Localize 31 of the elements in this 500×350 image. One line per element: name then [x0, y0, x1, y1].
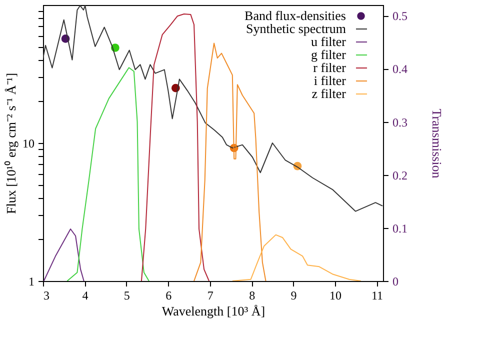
x-tick-label: 6	[166, 288, 172, 302]
y2-axis-title: Transmission	[430, 108, 444, 179]
legend-label: i filter	[314, 73, 347, 88]
y-tick-label: 1	[28, 274, 34, 288]
x-tick-label: 8	[249, 288, 256, 302]
x-axis-title: Wavelength [10³ Å]	[162, 304, 266, 318]
y2-tick-label: 0.3	[392, 115, 408, 130]
legend-label: Band flux-densities	[244, 8, 346, 23]
y2-tick-label: 0.4	[392, 62, 408, 76]
x-tick-label: 5	[124, 288, 130, 302]
line-series	[66, 67, 150, 281]
line-series	[232, 234, 362, 281]
line-series	[194, 42, 266, 281]
line-series	[43, 5, 383, 212]
x-tick-label: 7	[207, 288, 214, 302]
line-series	[140, 14, 210, 281]
y2-tick-label: 0.2	[392, 168, 408, 182]
y2-tick-label: 0.1	[392, 221, 408, 236]
x-tick-label: 9	[290, 288, 297, 302]
y2-tick-label: 0.5	[392, 9, 408, 24]
x-tick-label: 3	[44, 288, 50, 302]
legend-label: u filter	[310, 34, 347, 49]
x-tick-label: 4	[82, 288, 88, 302]
x-tick-label: 10	[330, 288, 342, 302]
y-axis-title: Flux [10¹⁰ erg cm⁻² s⁻¹ Å⁻¹]	[4, 72, 18, 214]
line-series	[43, 228, 84, 281]
legend-label: z filter	[312, 86, 347, 101]
legend-label: g filter	[310, 47, 347, 62]
y2-tick-label: 0	[392, 274, 398, 288]
legend-label: Synthetic spectrum	[246, 21, 346, 36]
x-tick-label: 11	[371, 288, 384, 302]
